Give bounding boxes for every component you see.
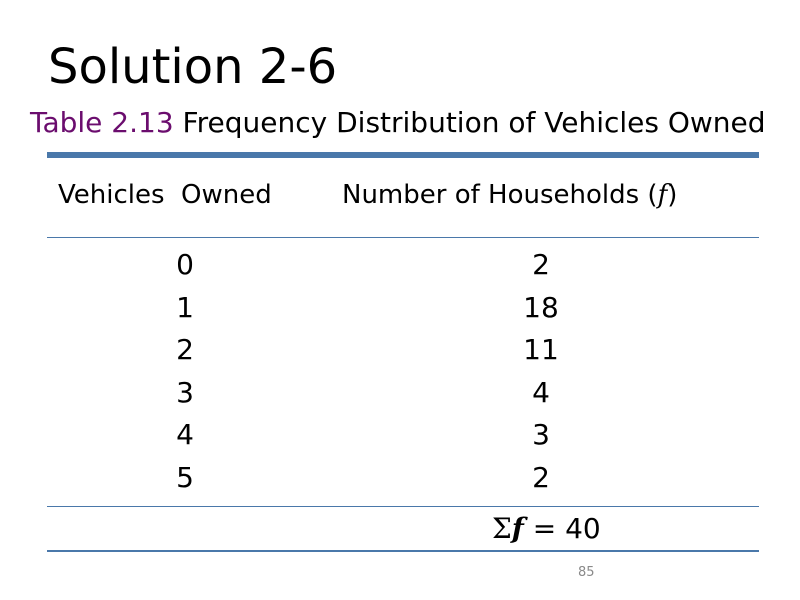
column-header-households: Number of Households (f) bbox=[342, 176, 677, 214]
vehicles-cell: 3 bbox=[176, 375, 194, 409]
table-row: 5 2 bbox=[0, 457, 800, 500]
header-rule bbox=[47, 237, 759, 238]
table-row: 1 18 bbox=[0, 287, 800, 330]
total-f-symbol: f bbox=[511, 512, 524, 545]
table-caption-text: Frequency Distribution of Vehicles Owned bbox=[173, 106, 766, 139]
column-header-vehicles: Vehicles Owned bbox=[58, 180, 272, 210]
column-header-households-prefix: Number of Households ( bbox=[342, 180, 658, 210]
column-header-households-symbol: f bbox=[657, 180, 668, 210]
vehicles-cell: 2 bbox=[176, 333, 194, 366]
households-cell: 4 bbox=[532, 375, 550, 409]
table-row: 0 2 bbox=[0, 244, 800, 287]
table-caption: Table 2.13 Frequency Distribution of Veh… bbox=[30, 104, 770, 142]
total-value: 40 bbox=[565, 512, 601, 545]
vehicles-cell: 1 bbox=[176, 290, 194, 324]
table-body: 0 2 1 18 2 11 3 4 4 3 5 2 bbox=[0, 244, 800, 499]
slide-title: Solution 2-6 bbox=[48, 39, 338, 95]
table-bottom-rule bbox=[47, 550, 759, 552]
body-bottom-rule bbox=[47, 506, 759, 507]
total-equals: = bbox=[523, 512, 566, 545]
table-row: 4 3 bbox=[0, 414, 800, 457]
sigma-symbol: Σ bbox=[492, 512, 512, 545]
table-total: Σf = 40 bbox=[492, 508, 601, 550]
households-cell: 18 bbox=[523, 290, 559, 324]
households-cell: 11 bbox=[523, 333, 559, 366]
table-top-rule bbox=[47, 152, 759, 158]
table-caption-tag: Table 2.13 bbox=[30, 106, 174, 139]
column-header-households-suffix: ) bbox=[667, 180, 678, 210]
page-number: 85 bbox=[578, 565, 595, 580]
households-cell: 2 bbox=[532, 460, 550, 494]
table-row: 3 4 bbox=[0, 372, 800, 415]
vehicles-cell: 4 bbox=[176, 418, 194, 451]
households-cell: 2 bbox=[532, 248, 550, 281]
households-cell: 3 bbox=[532, 418, 550, 451]
vehicles-cell: 5 bbox=[176, 460, 194, 494]
table-row: 2 11 bbox=[0, 329, 800, 372]
vehicles-cell: 0 bbox=[176, 248, 194, 281]
